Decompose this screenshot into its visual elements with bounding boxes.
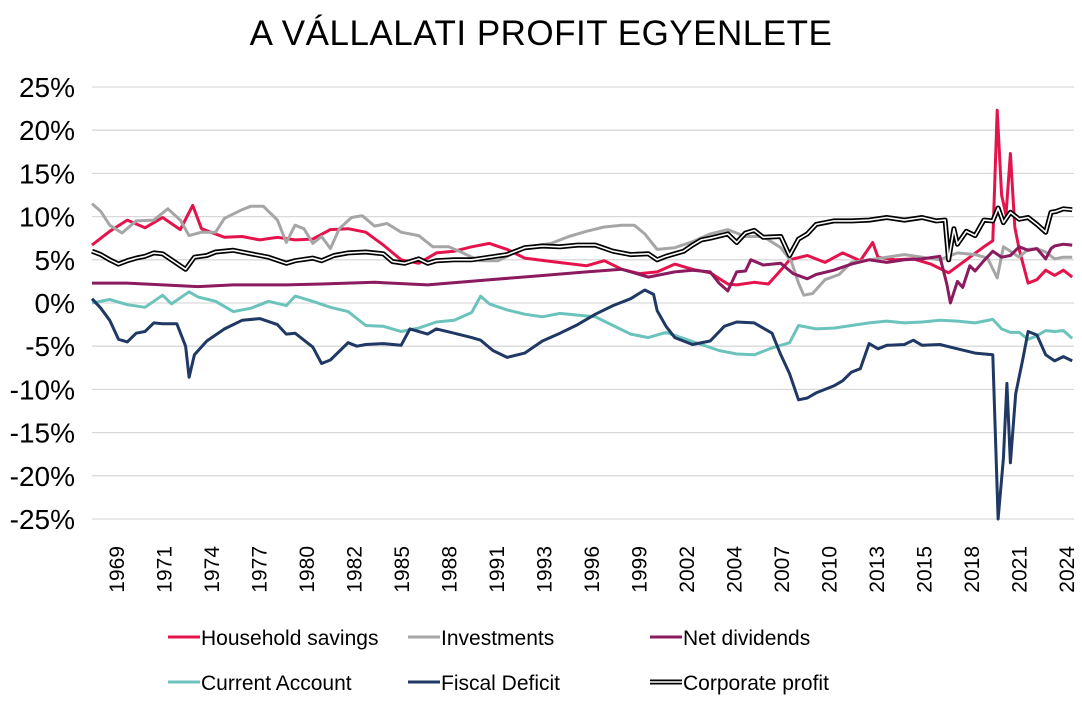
series-net-dividends — [92, 242, 1073, 305]
legend: Household savings Investments Net dividend… — [168, 627, 829, 695]
legend-item-fiscal-deficit: Fiscal Deficit — [408, 672, 560, 695]
x-tick-label: 2015 — [914, 546, 937, 593]
legend-item-net-dividends: Net dividends — [650, 627, 810, 650]
legend-item-corporate-profit: Corporate profit — [650, 672, 829, 695]
legend-item-current-account: Current Account — [168, 672, 352, 695]
x-tick-label: 1993 — [534, 546, 557, 593]
y-tick-label: -5% — [25, 331, 75, 362]
legend-label: Corporate profit — [683, 672, 829, 695]
x-axis-tick-labels: 1969 1971 1974 1977 1980 1982 1985 1988 1991 1993… — [106, 546, 1079, 593]
y-tick-label: 20% — [19, 115, 75, 146]
y-tick-label: -25% — [10, 504, 75, 535]
x-tick-label: 2013 — [866, 546, 889, 593]
series-household-savings — [91, 108, 1074, 287]
y-tick-label: 0% — [35, 288, 75, 319]
series-line-investments — [91, 202, 1073, 297]
y-tick-label: 10% — [19, 202, 75, 233]
legend-label: Household savings — [201, 627, 378, 650]
chart-title: A VÁLLALATI PROFIT EGYENLETE — [249, 14, 833, 53]
x-tick-label: 1977 — [249, 546, 272, 593]
legend-label: Fiscal Deficit — [441, 672, 560, 695]
y-tick-label: 15% — [19, 158, 75, 189]
x-tick-label: 1988 — [439, 546, 462, 593]
grid-lines — [92, 86, 1074, 520]
x-tick-label: 1999 — [629, 546, 652, 593]
y-axis-tick-labels: 25% 20% 15% 10% 5% 0% -5% -10% -15% -20% -25% — [10, 72, 75, 535]
series-fiscal-deficit — [90, 288, 1073, 521]
legend-label: Investments — [441, 627, 554, 650]
x-tick-label: 1991 — [486, 546, 509, 593]
x-tick-label: 2002 — [676, 546, 699, 593]
x-tick-label: 2004 — [724, 546, 747, 593]
x-tick-label: 1996 — [581, 546, 604, 593]
legend-item-investments: Investments — [408, 627, 554, 650]
series-current-account — [91, 290, 1074, 357]
x-tick-label: 1969 — [106, 546, 129, 593]
y-tick-label: -10% — [10, 374, 75, 405]
x-tick-label: 2021 — [1009, 546, 1032, 593]
y-tick-label: 5% — [35, 245, 75, 276]
x-tick-label: 2018 — [961, 546, 984, 593]
series-line-net-dividends — [92, 242, 1073, 305]
series-investments — [91, 202, 1073, 297]
x-tick-label: 2024 — [1056, 546, 1079, 593]
y-tick-label: -20% — [10, 461, 75, 492]
series-line-corporate-profit-inner — [91, 207, 1073, 271]
x-tick-label: 1974 — [201, 546, 224, 593]
x-tick-label: 1985 — [391, 546, 414, 593]
series-line-household-savings — [91, 108, 1074, 287]
series-line-fiscal-deficit — [90, 288, 1073, 521]
legend-item-household-savings: Household savings — [168, 627, 378, 650]
series-corporate-profit — [91, 205, 1073, 272]
series-line-current-account — [91, 290, 1074, 357]
x-tick-label: 1982 — [344, 546, 367, 593]
x-tick-label: 1980 — [296, 546, 319, 593]
legend-label: Net dividends — [683, 627, 810, 650]
legend-label: Current Account — [201, 672, 352, 695]
y-tick-label: -15% — [10, 418, 75, 449]
y-tick-label: 25% — [19, 72, 75, 103]
x-tick-label: 2010 — [819, 546, 842, 593]
x-tick-label: 2007 — [771, 546, 794, 593]
series-lines — [90, 108, 1074, 521]
x-tick-label: 1971 — [154, 546, 177, 593]
